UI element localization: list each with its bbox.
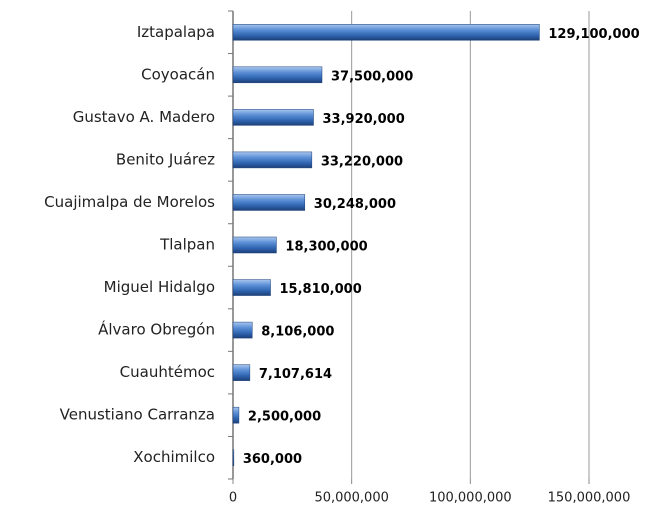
- value-label: 15,810,000: [280, 282, 362, 297]
- y-tick-label: Cuauhtémoc: [120, 363, 215, 381]
- x-tick-label: 100,000,000: [429, 491, 512, 506]
- value-label: 37,500,000: [331, 69, 413, 84]
- bar: [232, 364, 251, 381]
- bar: [232, 194, 306, 211]
- y-tick-label: Cuajimalpa de Morelos: [44, 193, 215, 211]
- bar: [232, 449, 235, 466]
- value-label: 8,106,000: [261, 325, 334, 340]
- y-tick-label: Gustavo A. Madero: [73, 108, 215, 126]
- y-tick-label: Álvaro Obregón: [98, 320, 215, 339]
- y-tick-label: Coyoacán: [141, 65, 215, 83]
- value-label: 33,920,000: [323, 112, 405, 127]
- value-label: 360,000: [243, 452, 302, 467]
- y-tick-label: Benito Juárez: [116, 150, 215, 168]
- y-tick-label: Tlalpan: [159, 236, 215, 254]
- bar: [232, 236, 277, 254]
- bar: [232, 321, 253, 339]
- y-tick-label: Miguel Hidalgo: [104, 278, 215, 296]
- y-tick-label: Venustiano Carranza: [60, 406, 215, 424]
- x-tick-label: 150,000,000: [548, 491, 631, 506]
- bar: [232, 279, 271, 296]
- bar: [232, 406, 240, 424]
- y-tick-label: Iztapalapa: [137, 23, 215, 41]
- bar: [232, 24, 540, 41]
- value-label: 7,107,614: [259, 367, 332, 382]
- bar: [232, 66, 323, 84]
- value-label: 30,248,000: [314, 197, 396, 212]
- value-label: 18,300,000: [285, 240, 367, 255]
- x-tick-label: 50,000,000: [314, 491, 388, 506]
- value-label: 129,100,000: [548, 27, 639, 42]
- value-label: 33,220,000: [321, 154, 403, 169]
- x-tick-label: 0: [229, 491, 237, 506]
- y-tick-label: Xochimilco: [133, 448, 215, 466]
- bar: [232, 151, 313, 169]
- value-label: 2,500,000: [248, 410, 321, 425]
- bar: [232, 109, 314, 126]
